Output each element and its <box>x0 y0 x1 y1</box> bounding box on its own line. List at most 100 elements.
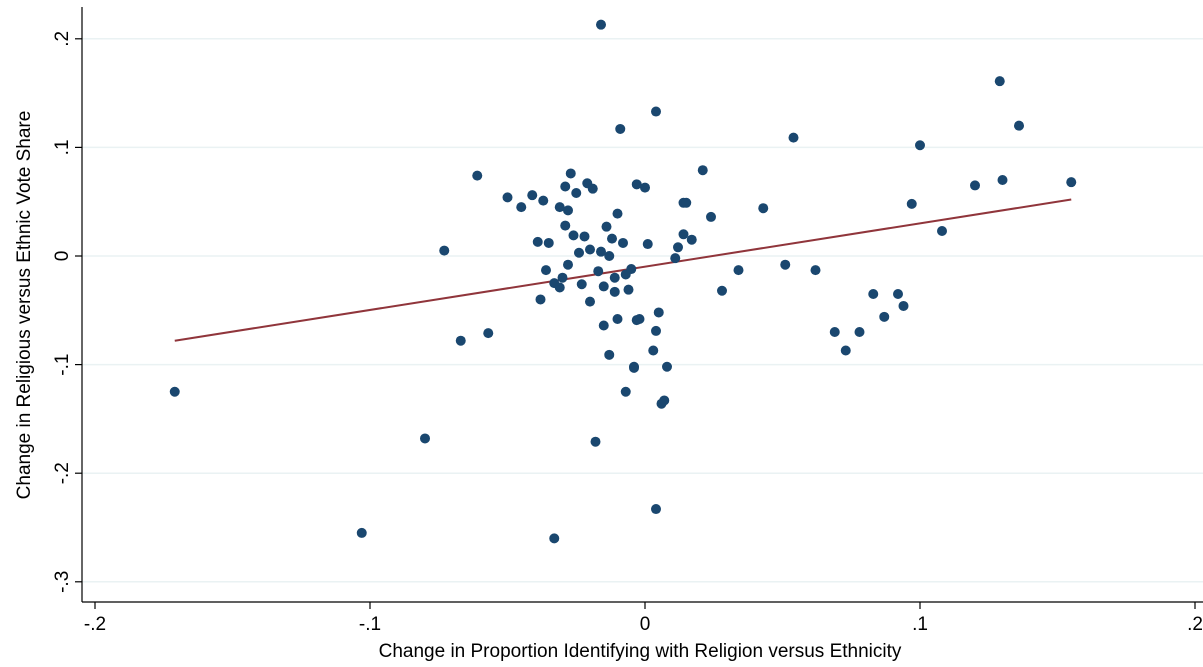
x-tick-label: 0 <box>640 614 651 635</box>
data-point <box>574 247 584 258</box>
data-point <box>651 325 661 336</box>
data-point <box>915 140 925 151</box>
data-point <box>651 106 661 117</box>
fit-line-layer <box>174 198 1072 342</box>
data-point <box>571 188 582 199</box>
y-tick-label: -.1 <box>52 354 73 376</box>
data-point <box>810 265 821 276</box>
data-point <box>598 320 609 331</box>
data-point <box>626 264 637 275</box>
data-point <box>758 203 769 214</box>
x-tick-label: -.1 <box>359 614 381 635</box>
data-point <box>717 285 727 296</box>
data-point <box>532 236 543 247</box>
data-points <box>169 19 1077 544</box>
data-point <box>612 208 623 219</box>
axes <box>81 7 1203 603</box>
data-point <box>854 327 865 338</box>
data-point <box>868 289 879 300</box>
y-tick-label: .1 <box>52 139 73 155</box>
x-tick-label: -.2 <box>84 614 106 635</box>
data-point <box>557 272 568 283</box>
data-point <box>1066 177 1077 188</box>
data-point <box>420 433 430 444</box>
data-point <box>997 174 1008 185</box>
data-point <box>609 286 620 297</box>
data-point <box>609 272 620 283</box>
data-point <box>662 361 672 372</box>
data-point <box>527 190 538 201</box>
data-point <box>565 168 576 179</box>
data-point <box>994 76 1005 87</box>
data-point <box>585 244 595 255</box>
y-tick-labels: -.3 -.2 -.1 0 .1 .2 <box>52 31 73 593</box>
data-point <box>585 296 595 307</box>
x-tick-label: .1 <box>912 614 928 635</box>
data-point <box>706 211 716 222</box>
data-point <box>554 282 565 293</box>
data-point <box>356 527 367 538</box>
x-tick-labels: -.2 -.1 0 .1 .2 <box>84 614 1203 635</box>
data-point <box>563 205 573 216</box>
data-point <box>893 289 903 300</box>
data-point <box>659 395 670 406</box>
data-point <box>631 179 642 190</box>
tick-marks <box>75 38 1196 609</box>
data-point <box>670 253 681 264</box>
data-point <box>906 198 917 209</box>
data-point <box>780 259 791 270</box>
data-point <box>560 181 571 192</box>
data-point <box>598 281 609 292</box>
data-point <box>596 19 606 30</box>
data-point <box>568 230 579 241</box>
data-point <box>653 307 664 318</box>
y-tick-label: .2 <box>52 31 73 47</box>
y-tick-label: 0 <box>52 251 73 262</box>
data-point <box>596 246 606 257</box>
data-point <box>439 245 450 256</box>
data-point <box>601 221 612 232</box>
data-point <box>502 192 513 203</box>
y-tick-label: -.3 <box>52 571 73 593</box>
data-point <box>681 197 692 208</box>
data-point <box>1014 120 1024 131</box>
data-point <box>560 220 571 231</box>
data-point <box>169 386 180 397</box>
data-point <box>640 182 650 193</box>
data-point <box>604 251 615 261</box>
gridlines <box>82 38 1203 583</box>
data-point <box>829 327 840 338</box>
data-point <box>937 226 947 237</box>
data-point <box>607 233 617 244</box>
data-point <box>697 165 708 176</box>
data-point <box>840 345 851 356</box>
data-point <box>788 132 799 143</box>
data-point <box>554 202 565 213</box>
data-point <box>651 504 661 515</box>
data-point <box>618 237 628 248</box>
data-point <box>898 300 909 311</box>
data-point <box>648 345 659 356</box>
data-point <box>590 436 601 447</box>
data-point <box>483 328 494 339</box>
x-axis-title: Change in Proportion Identifying with Re… <box>379 641 902 662</box>
data-point <box>516 202 527 213</box>
data-point <box>563 259 573 270</box>
data-point <box>541 265 551 276</box>
data-point <box>678 229 689 240</box>
data-point <box>629 362 639 373</box>
data-point <box>620 386 631 397</box>
y-tick-label: -.2 <box>52 462 73 484</box>
data-point <box>543 237 554 248</box>
fit-line <box>174 198 1072 342</box>
data-point <box>472 170 483 181</box>
data-point <box>587 183 598 194</box>
data-point <box>615 123 626 134</box>
data-point <box>535 294 546 305</box>
y-axis-title: Change in Religious versus Ethnic Vote S… <box>14 111 35 500</box>
data-point <box>576 279 587 290</box>
x-tick-label: .2 <box>1187 614 1203 635</box>
data-point <box>623 284 634 295</box>
